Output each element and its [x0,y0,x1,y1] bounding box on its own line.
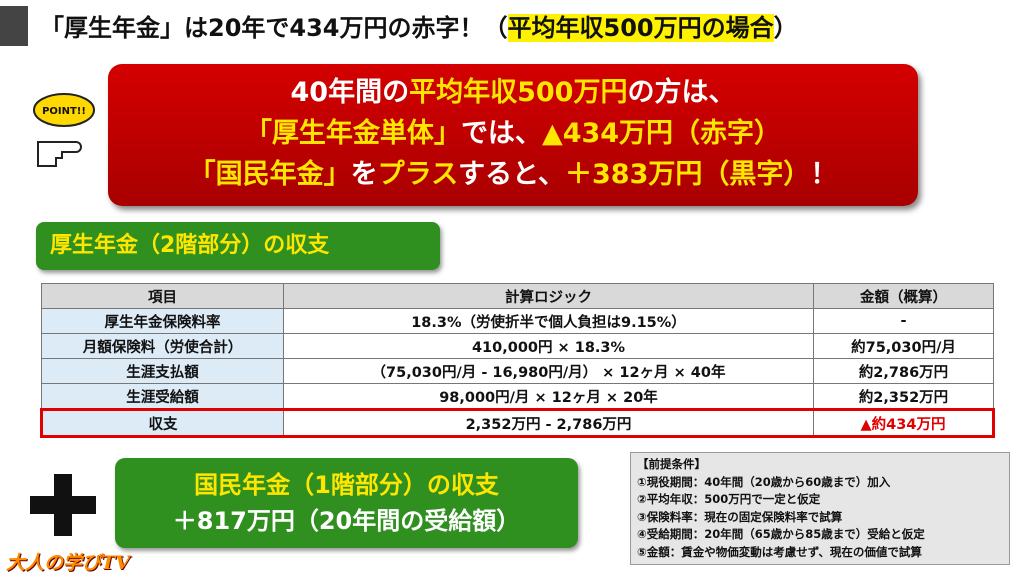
table-cell: - [813,308,994,334]
condition-item: ④受給期間：20年間（65歳から85歳まで）受給と仮定 [637,527,925,541]
logo: 大人の学びTV [6,552,130,574]
table-cell: ▲約434万円 [813,408,995,438]
national-box: 国民年金（1階部分）の収支 ＋817万円（20年間の受給額） [115,458,578,548]
banner-emphasis: プラス [377,159,459,190]
national-title: 国民年金（1階部分）の収支 [194,471,499,499]
header-cell: 項目 [41,283,284,309]
banner-text: すると、 [458,159,565,190]
table-cell: 約2,786万円 [813,358,994,384]
table-cell: 生涯受給額 [41,383,284,410]
national-amount: ＋817万円（20年間の受給額） [172,507,521,535]
table-cell: 98,000円/月 × 12ヶ月 × 20年 [283,383,814,410]
banner-emphasis: 「国民年金」 [188,159,351,190]
header-cell: 計算ロジック [283,283,814,309]
section-heading: 厚生年金（2階部分）の収支 [36,222,440,270]
table-row: 生涯支払額 （75,030円/月 - 16,980円/月） × 12ヶ月 × 40… [41,358,994,384]
banner: 40年間の平均年収500万円の方は、 「厚生年金単体」では、▲434万円（赤字）… [108,64,918,206]
condition-item: ③保険料率：現在の固定保険料率で試算 [637,509,843,524]
table-cell: 生涯支払額 [41,358,284,384]
table-cell: 収支 [40,408,284,438]
banner-text: ！ [810,159,838,190]
table-cell: 月額保険料（労使合計） [41,333,284,359]
point-label: POINT!! [42,106,86,117]
table-header-row: 項目 計算ロジック 金額（概算） [41,283,994,309]
table-row: 生涯受給額 98,000円/月 × 12ヶ月 × 20年 約2,352万円 [41,383,994,410]
title-highlight: 平均年収500万円の場合 [507,14,774,42]
table-cell: 18.3%（労使折半で個人負担は9.15%） [283,308,814,334]
section-title: 厚生年金（2階部分）の収支 [50,233,330,258]
condition-item: ①現役期間：40年間（20歳から60歳まで）加入 [637,474,891,489]
banner-text: では、 [460,118,542,149]
table-cell: 約2,352万円 [813,383,994,410]
title-marker [0,6,28,46]
banner-text: 40年間の [290,77,410,108]
condition-item: ⑤金額：賃金や物価変動は考慮せず、現在の価値で試算 [637,544,922,559]
title-text: ） [773,14,798,42]
banner-text: の方は、 [627,77,736,108]
banner-text: を [350,159,378,190]
title: 「厚生年金」は20年で434万円の赤字！（平均年収500万円の場合） [40,8,798,43]
banner-emphasis: 平均年収500万円 [409,77,628,108]
table-row: 収支 2,352万円 - 2,786万円 ▲約434万円 [40,408,995,438]
table: 項目 計算ロジック 金額（概算） 厚生年金保険料率 18.3%（労使折半で個人負担は9.… [40,283,995,438]
conditions-box: 【前提条件】 ①現役期間：40年間（20歳から60歳まで）加入 ②平均年収：500万… [630,452,1010,565]
banner-emphasis: ▲434万円（赤字） [541,118,782,149]
plus-icon [30,474,96,536]
table-row: 月額保険料（労使合計） 410,000円 × 18.3% 約75,030円/月 [41,333,994,359]
table-cell: 410,000円 × 18.3% [283,333,814,359]
condition-item: ②平均年収：500万円で一定と仮定 [637,492,821,506]
table-cell: 厚生年金保険料率 [41,308,284,334]
table-row: 厚生年金保険料率 18.3%（労使折半で個人負担は9.15%） - [41,308,994,334]
title-text: 「厚生年金」は20年で434万円の赤字！（ [40,14,508,42]
table-cell: 2,352万円 - 2,786万円 [283,408,814,438]
banner-emphasis: ＋383万円（黒字） [565,159,811,190]
banner-emphasis: 「厚生年金単体」 [244,118,461,149]
conditions-title: 【前提条件】 [637,457,706,471]
table-cell: （75,030円/月 - 16,980円/月） × 12ヶ月 × 40年 [283,358,814,384]
table-cell: 約75,030円/月 [813,333,994,359]
point-icon: POINT!! [33,93,95,167]
header-cell: 金額（概算） [813,283,994,309]
